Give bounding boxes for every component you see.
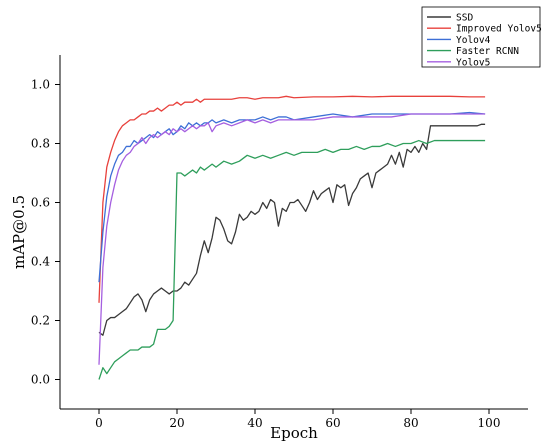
legend-label-4: Faster RCNN — [456, 46, 519, 57]
series-line-3 — [98, 111, 486, 283]
series-line-2 — [98, 95, 486, 303]
x-axis-title: Epoch — [270, 424, 318, 442]
x-tick-label: 20 — [169, 416, 184, 430]
series-line-4 — [98, 139, 486, 380]
series-line-5 — [98, 113, 486, 365]
series-group — [98, 95, 486, 380]
y-tick-label: 0.0 — [31, 373, 50, 387]
x-tick-label: 80 — [403, 416, 418, 430]
x-tick-label: 40 — [247, 416, 262, 430]
legend-label-5: Yolov5 — [456, 57, 490, 68]
y-tick-label: 0.6 — [31, 196, 50, 210]
y-axis-title: mAP@0.5 — [10, 195, 28, 269]
y-tick-label: 0.4 — [31, 255, 50, 269]
x-tick-label: 0 — [95, 416, 103, 430]
y-tick-label: 0.2 — [31, 314, 50, 328]
axis-ticks: 0 20 40 60 80 100 0.0 0.2 0.4 0.6 0.8 1.0 — [31, 78, 501, 431]
legend-label-1: SSD — [456, 13, 473, 24]
x-tick-label: 60 — [325, 416, 340, 430]
x-tick-label: 100 — [478, 416, 501, 430]
legend-label-3: Yolov4 — [456, 35, 491, 46]
y-tick-label: 0.8 — [31, 137, 50, 151]
series-line-1 — [98, 123, 486, 336]
legend-label-2: Improved Yolov5 — [456, 24, 542, 35]
y-tick-label: 1.0 — [31, 78, 50, 92]
